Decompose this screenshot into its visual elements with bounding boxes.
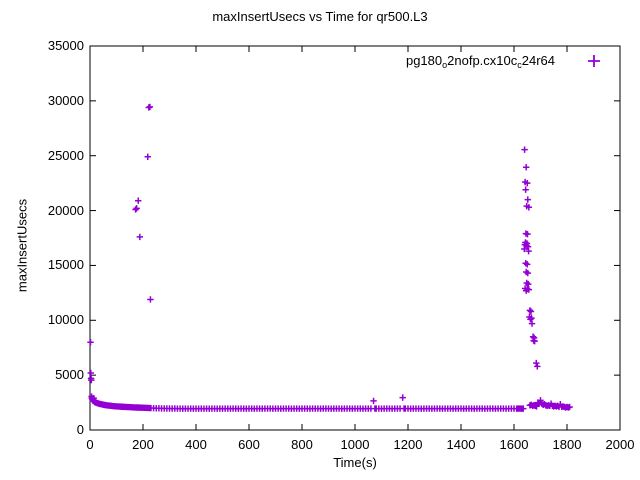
x-tick-label: 400 [185,437,207,452]
y-tick-label: 0 [76,422,84,437]
y-tick-label: 35000 [47,38,84,53]
legend-entry-label: pg180o2nofp.cx10cc24r64 [405,53,555,70]
data-point-group [87,103,573,412]
y-tick-label: 10000 [47,312,84,328]
x-tick-label: 600 [238,437,260,452]
y-tick-label: 30000 [47,92,84,108]
x-tick-label: 1600 [499,437,529,452]
legend-entry-prefix: pg180 [405,53,443,68]
x-tick-label: 1800 [552,437,582,452]
x-tick-label: 1200 [393,437,423,452]
legend-entry-suffix: 24r64 [521,53,555,68]
x-tick-label: 200 [132,437,154,452]
legend-entry-sub1: o [442,60,448,70]
y-tick-label: 5000 [55,367,84,383]
y-tick-label: 25000 [47,147,84,163]
x-tick-label: 1400 [446,437,476,452]
y-tick-label: 20000 [47,202,84,218]
x-tick-label: 800 [291,437,313,452]
legend-entry-sub2: c [517,60,522,70]
legend-entry-mid: 2nofp.cx10c [447,53,518,68]
x-axis-label: Time(s) [333,455,377,470]
y-tick-label: 15000 [47,257,84,273]
x-tick-label: 1000 [340,437,370,452]
legend-marker-plus-icon [588,55,600,67]
series-markers [87,103,573,412]
axis-tick-marks [89,45,621,431]
axis-frame [89,45,621,431]
x-tick-label: 0 [86,437,94,452]
chart-title: maxInsertUsecs vs Time for qr500.L3 [212,9,428,24]
x-tick-label: 2000 [605,437,635,452]
